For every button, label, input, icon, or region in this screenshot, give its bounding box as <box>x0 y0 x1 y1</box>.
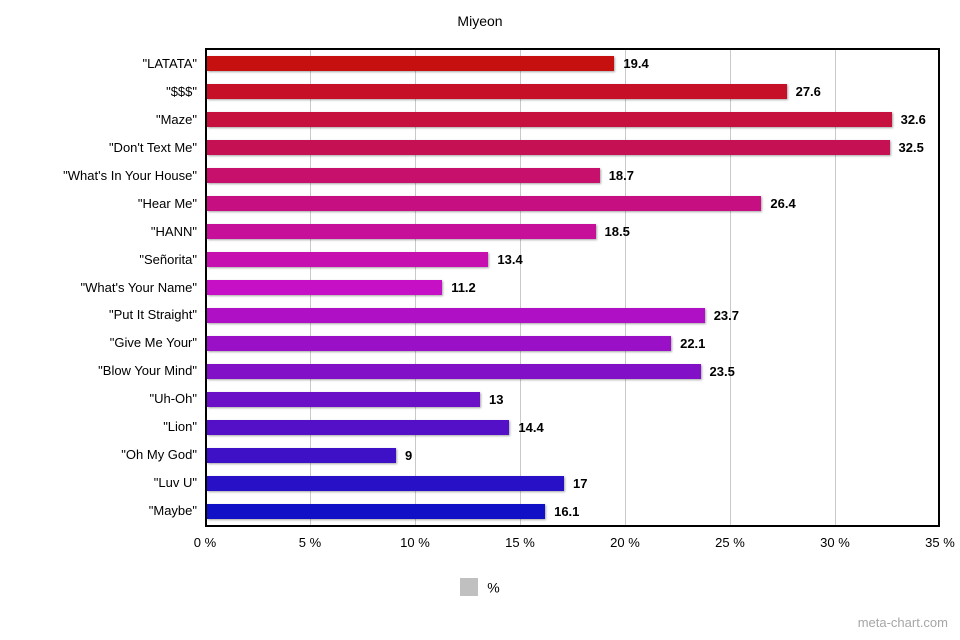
bar <box>207 140 890 156</box>
y-axis-label: "Hear Me" <box>137 195 197 211</box>
bar-value-label: 14.4 <box>518 419 544 435</box>
y-axis-label: "Put It Straight" <box>109 307 197 323</box>
legend: % <box>0 578 960 597</box>
chart-title: Miyeon <box>457 13 503 29</box>
bar <box>207 447 396 463</box>
bar-value-label: 16.1 <box>554 503 580 519</box>
legend-label: % <box>487 579 500 596</box>
bar-value-label: 13.4 <box>497 252 523 268</box>
y-axis-label: "Maze" <box>155 111 197 127</box>
bar <box>207 391 480 407</box>
bar-value-label: 32.6 <box>900 112 926 128</box>
bar <box>207 503 546 519</box>
y-axis-label: "Uh-Oh" <box>149 391 197 407</box>
y-axis-label: "Maybe" <box>148 503 197 519</box>
bar-value-label: 18.7 <box>608 168 634 184</box>
bar-value-label: 17 <box>573 475 588 491</box>
bar-value-label: 22.1 <box>680 335 706 351</box>
y-axis-label: "$$$" <box>166 83 197 99</box>
bar <box>207 419 510 435</box>
bar-value-label: 32.5 <box>898 140 924 156</box>
bar <box>207 335 672 351</box>
bar-value-label: 11.2 <box>451 280 476 295</box>
gridline <box>730 50 731 525</box>
bar-value-label: 19.4 <box>623 56 649 72</box>
y-axis-label: "Blow Your Mind" <box>98 363 197 379</box>
bar-value-label: 13 <box>489 391 504 407</box>
y-axis-label: "Oh My God" <box>121 447 197 463</box>
bar <box>207 363 701 379</box>
y-axis-label: "Lion" <box>163 419 197 435</box>
bar-value-label: 26.4 <box>770 196 796 212</box>
gridline <box>520 50 521 525</box>
bar-value-label: 18.5 <box>604 224 630 240</box>
bar <box>207 224 596 240</box>
x-tick-label: 35 % <box>925 535 955 550</box>
x-tick-label: 15 % <box>505 535 535 550</box>
bar <box>207 112 892 128</box>
legend-swatch <box>460 578 479 597</box>
y-axis-label: "Give Me Your" <box>109 335 197 351</box>
bar-value-label: 9 <box>405 447 413 463</box>
bar <box>207 307 705 323</box>
gridline <box>625 50 626 525</box>
y-axis-label: "What's In Your House" <box>63 167 197 183</box>
bar <box>207 56 615 72</box>
y-axis-label: "HANN" <box>150 223 197 239</box>
y-axis-label: "Luv U" <box>153 475 197 491</box>
x-tick-label: 30 % <box>820 535 850 550</box>
y-axis-label: "Señorita" <box>139 251 197 267</box>
y-axis-label: "What's Your Name" <box>80 279 198 295</box>
y-axis-label: "LATATA" <box>142 55 198 71</box>
bar-value-label: 23.7 <box>713 307 739 323</box>
bar <box>207 475 564 491</box>
x-tick-label: 10 % <box>400 535 430 550</box>
x-tick-label: 20 % <box>610 535 640 550</box>
y-axis-label: "Don't Text Me" <box>108 139 197 155</box>
x-tick-label: 0 % <box>193 535 217 550</box>
bar <box>207 84 787 100</box>
x-tick-label: 5 % <box>298 535 322 550</box>
x-tick-label: 25 % <box>715 535 745 550</box>
bar-value-label: 23.5 <box>709 363 735 379</box>
bar-value-label: 27.6 <box>795 84 821 100</box>
bar <box>207 168 600 184</box>
gridline <box>835 50 836 525</box>
watermark-meta-chart: meta-chart.com <box>857 615 948 630</box>
bar <box>207 196 762 212</box>
bar <box>207 280 443 295</box>
bar <box>207 252 489 268</box>
